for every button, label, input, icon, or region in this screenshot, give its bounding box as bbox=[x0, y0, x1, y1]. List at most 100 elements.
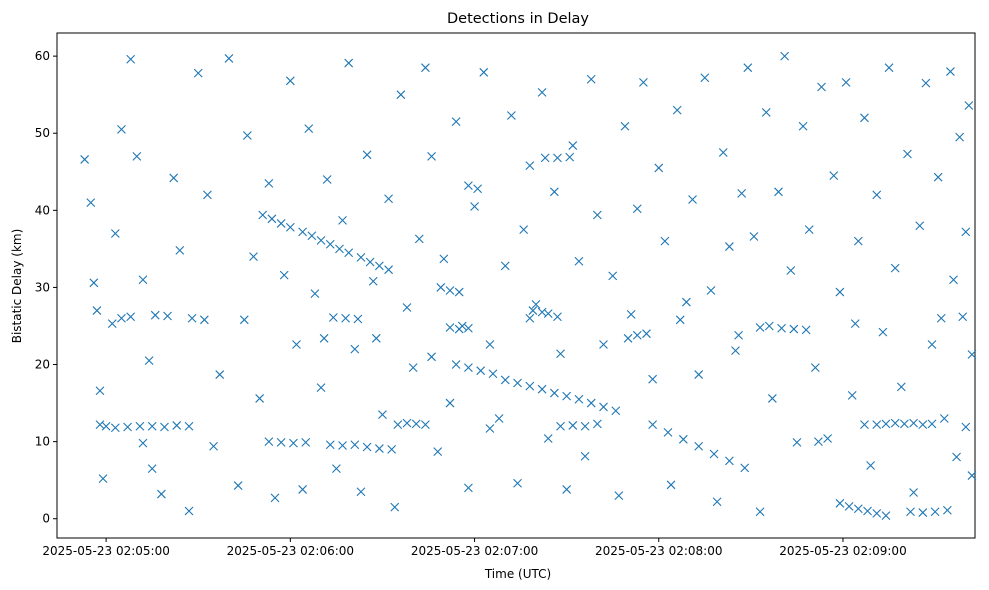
data-point bbox=[850, 319, 860, 329]
data-point bbox=[964, 101, 974, 110]
data-point bbox=[387, 444, 397, 454]
data-point bbox=[967, 471, 977, 480]
data-point bbox=[632, 330, 642, 340]
data-point bbox=[642, 329, 651, 339]
data-point bbox=[961, 227, 971, 237]
data-point bbox=[356, 252, 366, 262]
y-axis-label: Bistatic Delay (km) bbox=[10, 229, 24, 344]
data-point bbox=[909, 488, 918, 497]
data-point bbox=[682, 297, 691, 307]
data-point bbox=[371, 333, 381, 343]
data-point bbox=[344, 58, 354, 68]
data-point bbox=[325, 440, 335, 450]
data-point bbox=[878, 327, 888, 337]
data-point bbox=[427, 151, 436, 161]
data-point bbox=[233, 481, 243, 490]
data-point bbox=[433, 447, 443, 457]
data-point bbox=[147, 464, 157, 473]
data-point bbox=[242, 131, 252, 140]
data-point bbox=[464, 181, 473, 191]
data-point bbox=[896, 382, 906, 392]
data-point bbox=[264, 178, 274, 188]
data-point bbox=[881, 419, 891, 429]
data-point bbox=[817, 82, 826, 92]
data-point bbox=[439, 254, 449, 264]
data-point bbox=[464, 483, 473, 493]
data-point bbox=[267, 214, 277, 224]
data-point bbox=[767, 394, 777, 403]
data-point bbox=[445, 323, 455, 332]
data-point bbox=[384, 265, 393, 275]
data-point bbox=[921, 78, 931, 88]
data-point bbox=[804, 225, 814, 234]
data-point bbox=[427, 352, 436, 362]
data-point bbox=[421, 420, 430, 430]
data-point bbox=[528, 306, 538, 315]
data-point bbox=[126, 54, 136, 64]
plot-frame bbox=[56, 32, 976, 539]
data-point bbox=[958, 312, 968, 322]
data-point bbox=[755, 323, 765, 332]
data-point bbox=[694, 441, 704, 451]
data-point bbox=[110, 229, 120, 238]
data-point bbox=[301, 438, 311, 447]
data-point bbox=[930, 507, 940, 517]
data-point bbox=[688, 195, 697, 204]
data-point bbox=[936, 313, 946, 323]
data-point bbox=[255, 394, 265, 403]
data-point bbox=[599, 402, 608, 412]
data-point bbox=[485, 424, 495, 433]
data-point bbox=[586, 74, 596, 84]
data-point bbox=[525, 313, 535, 323]
data-point bbox=[485, 340, 495, 349]
data-point bbox=[537, 384, 547, 394]
data-point bbox=[175, 246, 185, 255]
chart-title: Detections in Delay bbox=[447, 11, 589, 27]
data-point bbox=[694, 370, 704, 379]
x-tick-label: 2025-05-23 02:06:00 bbox=[227, 544, 354, 558]
data-point bbox=[356, 487, 366, 497]
data-point bbox=[872, 190, 882, 200]
data-point bbox=[872, 508, 882, 518]
data-point bbox=[451, 117, 461, 127]
data-point bbox=[258, 210, 268, 220]
data-point bbox=[623, 333, 633, 343]
data-point bbox=[402, 418, 412, 428]
data-point bbox=[586, 398, 596, 408]
data-point bbox=[952, 452, 961, 462]
data-point bbox=[639, 77, 648, 87]
data-point bbox=[918, 420, 928, 430]
data-point bbox=[464, 323, 473, 333]
data-point bbox=[436, 283, 446, 292]
data-point bbox=[89, 278, 99, 288]
data-point bbox=[915, 221, 925, 231]
data-point bbox=[660, 236, 670, 246]
data-point bbox=[378, 410, 387, 420]
data-point bbox=[307, 231, 317, 241]
y-tick-label: 10 bbox=[35, 435, 50, 449]
data-point bbox=[777, 323, 786, 333]
data-point bbox=[626, 310, 636, 319]
data-point bbox=[608, 271, 618, 281]
data-point bbox=[224, 54, 234, 63]
x-tick-label: 2025-05-23 02:07:00 bbox=[411, 544, 538, 558]
data-point bbox=[187, 313, 197, 323]
data-point bbox=[866, 461, 876, 470]
data-point bbox=[184, 421, 194, 431]
data-point bbox=[774, 187, 783, 197]
data-point bbox=[500, 375, 510, 385]
data-point bbox=[863, 506, 872, 516]
data-point bbox=[160, 422, 169, 432]
data-point bbox=[138, 438, 148, 448]
data-point bbox=[470, 202, 479, 211]
data-point bbox=[903, 149, 912, 159]
data-point bbox=[810, 363, 820, 372]
x-axis-ticks: 2025-05-23 02:05:00 2025-05-23 02:06:00 20… bbox=[42, 538, 907, 558]
data-point bbox=[163, 311, 172, 321]
data-point bbox=[611, 406, 621, 416]
data-point bbox=[860, 113, 869, 123]
data-point bbox=[553, 312, 562, 322]
data-point bbox=[823, 434, 833, 443]
data-point bbox=[568, 421, 578, 430]
